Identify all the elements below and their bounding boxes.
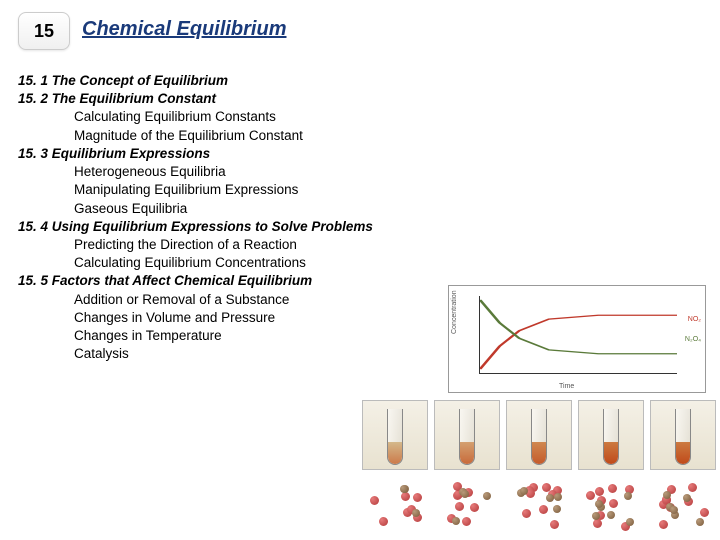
atom-red: [462, 517, 471, 526]
tube-liquid: [604, 442, 618, 464]
tube-liquid: [460, 442, 474, 464]
molecule-cluster: [506, 478, 572, 534]
graph-legend: N₂O₄: [685, 336, 701, 343]
tube-liquid: [532, 442, 546, 464]
chapter-number-badge: 15: [18, 12, 70, 50]
toc-section: 15. 2 The Equilibrium Constant: [18, 90, 373, 108]
toc-sub: Heterogeneous Equilibria: [74, 163, 373, 181]
atom-brown: [483, 492, 491, 500]
atom-brown: [670, 506, 678, 514]
atom-red: [700, 508, 709, 517]
toc-section: 15. 3 Equilibrium Expressions: [18, 145, 373, 163]
atom-red: [455, 502, 464, 511]
toc-sub: Predicting the Direction of a Reaction: [74, 236, 373, 254]
molecule-cluster: [362, 478, 428, 534]
equilibrium-graph: Concentration Time NO₂ N₂O₄: [448, 285, 706, 393]
atom-brown: [624, 492, 632, 500]
graph-xlabel: Time: [559, 383, 574, 390]
atom-brown: [696, 518, 704, 526]
atom-red: [470, 503, 479, 512]
toc-sub: Catalysis: [74, 345, 373, 363]
graph-ylabel: Concentration: [451, 290, 458, 334]
atom-brown: [553, 505, 561, 513]
tube-liquid: [388, 442, 402, 464]
atom-brown: [546, 494, 554, 502]
toc-section: 15. 4 Using Equilibrium Expressions to S…: [18, 218, 373, 236]
molecule-cluster: [434, 478, 500, 534]
toc-section: 15. 1 The Concept of Equilibrium: [18, 72, 373, 90]
atom-red: [609, 499, 618, 508]
tube-frame: [650, 400, 716, 470]
toc-sub: Calculating Equilibrium Concentrations: [74, 254, 373, 272]
molecule-cluster: [578, 478, 644, 534]
atom-red: [550, 520, 559, 529]
atom-brown: [595, 500, 603, 508]
toc-sub: Addition or Removal of a Substance: [74, 291, 373, 309]
toc-sub: Changes in Temperature: [74, 327, 373, 345]
chapter-number: 15: [34, 21, 54, 42]
atom-red: [401, 492, 410, 501]
atom-red: [608, 484, 617, 493]
tube-frame: [434, 400, 500, 470]
atom-red: [413, 493, 422, 502]
toc-sub: Manipulating Equilibrium Expressions: [74, 181, 373, 199]
tube-frame: [362, 400, 428, 470]
test-tube: [531, 409, 547, 465]
atom-red: [595, 487, 604, 496]
atom-red: [370, 496, 379, 505]
toc-section: 15. 5 Factors that Affect Chemical Equil…: [18, 272, 373, 290]
graph-plot-area: [479, 296, 677, 374]
atom-brown: [452, 517, 460, 525]
test-tube: [675, 409, 691, 465]
atom-brown: [607, 511, 615, 519]
atom-brown: [400, 485, 408, 493]
atom-red: [522, 509, 531, 518]
table-of-contents: 15. 1 The Concept of Equilibrium 15. 2 T…: [18, 72, 373, 364]
tube-liquid: [676, 442, 690, 464]
toc-sub: Magnitude of the Equilibrium Constant: [74, 127, 373, 145]
atom-red: [688, 483, 697, 492]
toc-sub: Calculating Equilibrium Constants: [74, 108, 373, 126]
atom-red: [659, 520, 668, 529]
atom-brown: [520, 487, 528, 495]
atom-red: [539, 505, 548, 514]
atom-brown: [461, 490, 469, 498]
graph-legend: NO₂: [688, 316, 701, 323]
atom-brown: [626, 518, 634, 526]
test-tube: [603, 409, 619, 465]
test-tube-row: [362, 400, 716, 470]
tube-frame: [506, 400, 572, 470]
test-tube: [387, 409, 403, 465]
test-tube: [459, 409, 475, 465]
graph-curve: [480, 315, 677, 369]
toc-sub: Gaseous Equilibria: [74, 200, 373, 218]
atom-brown: [554, 493, 562, 501]
graph-svg: [480, 296, 677, 373]
molecule-cluster: [650, 478, 716, 534]
atom-red: [593, 519, 602, 528]
tube-frame: [578, 400, 644, 470]
molecule-row: [362, 478, 716, 534]
toc-sub: Changes in Volume and Pressure: [74, 309, 373, 327]
atom-brown: [412, 509, 420, 517]
chapter-title: Chemical Equilibrium: [82, 18, 286, 41]
atom-brown: [683, 494, 691, 502]
atom-red: [586, 491, 595, 500]
atom-red: [379, 517, 388, 526]
graph-curve: [480, 300, 677, 354]
